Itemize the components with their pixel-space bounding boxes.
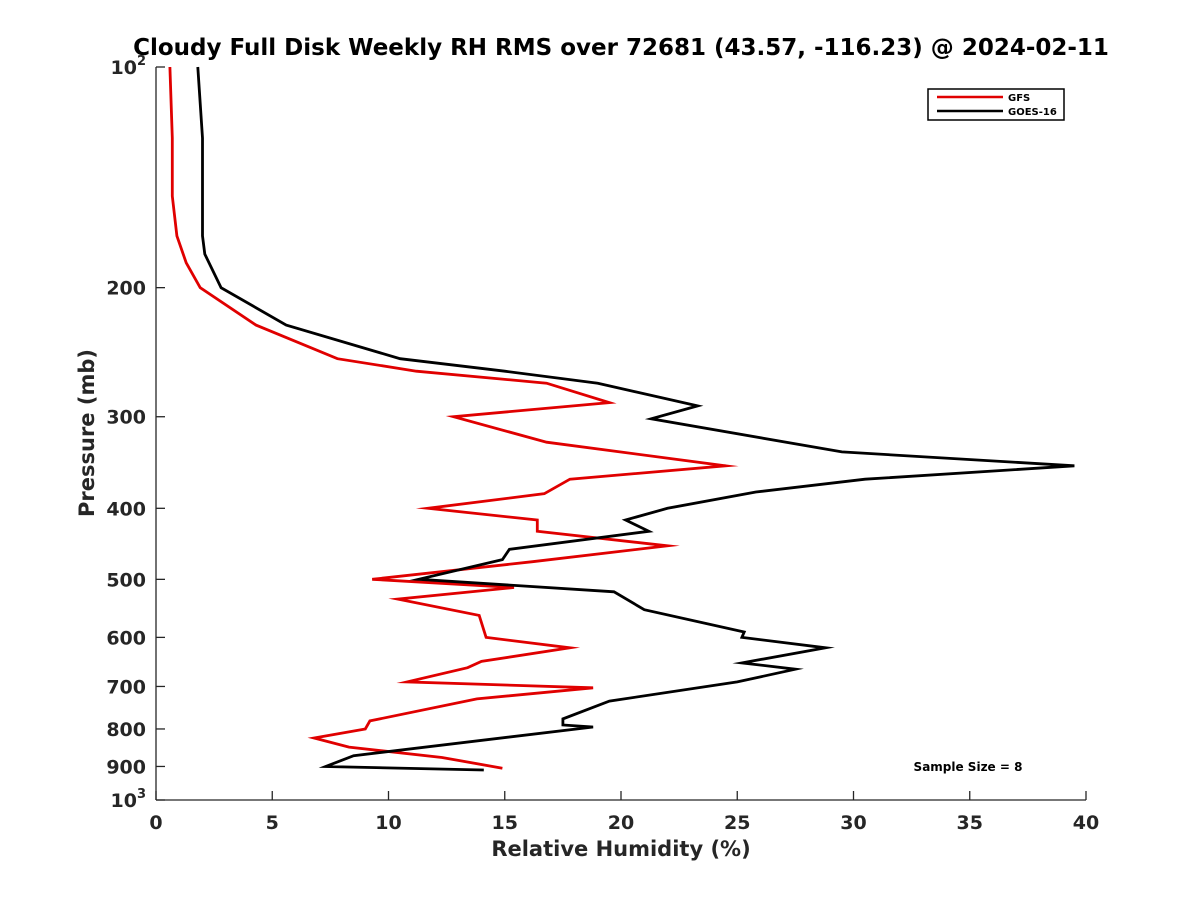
- series-line-goes-16: [196, 66, 1075, 772]
- legend-box: [927, 88, 1065, 121]
- legend-label-goes-16: GOES-16: [1008, 107, 1057, 118]
- x-axis-label: Relative Humidity (%): [491, 837, 750, 861]
- y-tick-label: 103: [111, 787, 147, 812]
- y-tick-label: 300: [106, 407, 146, 429]
- sample-size-annotation: Sample Size = 8: [914, 760, 1023, 774]
- legend: GFS GOES-16: [927, 88, 1065, 121]
- legend-label-gfs: GFS: [1008, 93, 1030, 104]
- x-ticks: 0 5 10 15 20 25 30 35 40: [149, 791, 1099, 834]
- y-tick-label: 900: [106, 756, 146, 778]
- x-tick-label: 10: [375, 812, 401, 834]
- x-tick-label: 35: [957, 812, 983, 834]
- y-tick-label: 102: [111, 54, 147, 79]
- x-tick-label: 5: [266, 812, 279, 834]
- y-tick-label: 600: [106, 627, 146, 649]
- x-tick-label: 15: [492, 812, 518, 834]
- plot-area: [156, 67, 1086, 800]
- x-tick-label: 40: [1073, 812, 1099, 834]
- y-tick-label: 500: [106, 569, 146, 591]
- y-ticks: 102 200 300 400 500 600 700 800 900 103: [106, 54, 165, 812]
- y-axis-label: Pressure (mb): [75, 349, 99, 517]
- series-layer: [168, 66, 1075, 772]
- x-tick-label: 30: [840, 812, 866, 834]
- y-tick-label: 400: [106, 498, 146, 520]
- x-tick-label: 25: [724, 812, 750, 834]
- y-tick-label: 200: [106, 278, 146, 300]
- y-tick-label: 800: [106, 719, 146, 741]
- x-tick-label: 0: [149, 812, 162, 834]
- y-tick-label: 700: [106, 676, 146, 698]
- chart-title: Cloudy Full Disk Weekly RH RMS over 7268…: [133, 35, 1109, 61]
- x-tick-label: 20: [608, 812, 634, 834]
